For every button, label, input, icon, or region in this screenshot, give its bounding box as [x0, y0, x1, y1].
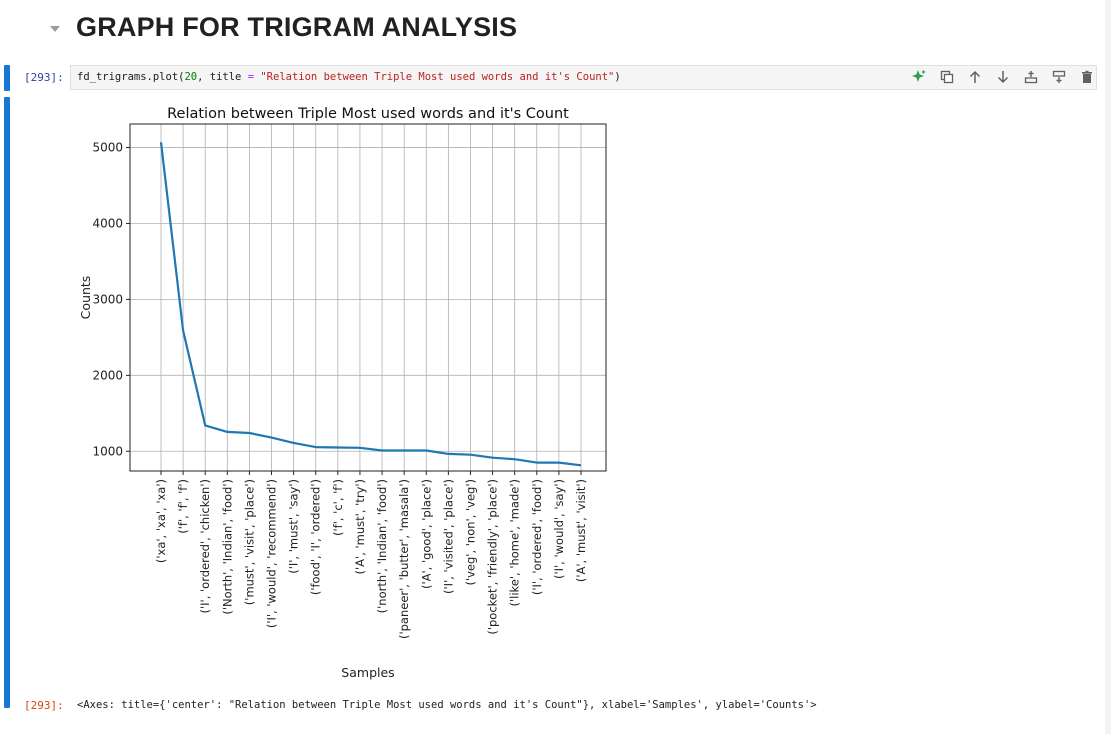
x-tick-label: ('veg', 'non', 'veg') [463, 479, 477, 586]
code-number: 20 [184, 71, 198, 83]
output-indicator[interactable] [4, 97, 10, 708]
code-editor[interactable]: fd_trigrams.plot(20, title = "Relation b… [70, 65, 1097, 90]
move-down-button[interactable] [989, 66, 1017, 88]
x-tick-label: ('I', 'must', 'say') [287, 479, 301, 574]
x-tick-label: ('I', 'would', 'recommend') [265, 479, 279, 628]
code-suffix: ) [614, 71, 621, 83]
x-tick-label: ('f', 'c', 'f') [331, 479, 345, 536]
collapse-caret-icon[interactable] [50, 26, 60, 32]
input-prompt: [293]: [24, 71, 64, 84]
scrollbar-track[interactable] [1105, 0, 1111, 734]
x-tick-label: ('I', 'ordered', 'food') [530, 479, 544, 595]
y-tick-label: 2000 [92, 368, 123, 382]
x-tick-label: ('like', 'home', 'made') [508, 479, 522, 607]
heading-row: GRAPH FOR TRIGRAM ANALYSIS [0, 0, 1104, 62]
y-axis-label: Counts [78, 276, 93, 320]
code-string: "Relation between Triple Most used words… [260, 71, 615, 83]
axes-frame [129, 123, 607, 472]
chart-title: Relation between Triple Most used words … [167, 106, 569, 122]
output-prompt: [293]: [24, 699, 64, 712]
insert-above-button[interactable] [1017, 66, 1045, 88]
code-line[interactable]: fd_trigrams.plot(20, title = "Relation b… [77, 71, 621, 83]
x-tick-label: ('north', 'Indian', 'food') [375, 479, 389, 613]
sparkle-icon [912, 69, 926, 82]
generate-button[interactable] [905, 66, 933, 88]
active-cell-indicator[interactable] [4, 65, 10, 91]
arrow-up-icon [969, 70, 981, 83]
code-operator: = [247, 71, 255, 83]
code-mid: , title [197, 71, 248, 83]
x-tick-label: ('I', 'would', 'say') [552, 479, 566, 579]
cell-toolbar [905, 66, 1101, 88]
x-tick-label: ('A', 'good', 'place') [419, 479, 433, 589]
x-axis-label: Samples [341, 665, 394, 680]
series-line [159, 142, 582, 467]
x-tick-label: ('must', 'visit', 'place') [242, 479, 256, 605]
x-tick-label: ('paneer', 'butter', 'masala') [397, 479, 411, 639]
code-prefix: fd_trigrams.plot( [77, 71, 185, 83]
insert-above-icon [1024, 71, 1038, 84]
x-tick-label: ('f', 'f', 'f') [176, 479, 190, 534]
arrow-down-icon [997, 71, 1009, 84]
line-chart: 1000 2000 3000 4000 5000 ('xa', 'xa', 'xa') ('… [78, 106, 607, 680]
x-tick-label: ('A', 'must', 'try') [353, 479, 367, 574]
x-tick-label: ('North', 'Indian', 'food') [220, 479, 234, 615]
x-tick-label: ('I', 'ordered', 'chicken') [198, 479, 212, 614]
delete-icon [1082, 70, 1092, 83]
y-tick-label: 1000 [92, 444, 123, 458]
move-up-button[interactable] [961, 66, 989, 88]
duplicate-icon [940, 70, 954, 84]
insert-below-icon [1052, 70, 1066, 83]
y-tick-label: 3000 [92, 292, 123, 306]
x-tick-label: ('A', 'must', 'visit') [574, 479, 588, 582]
duplicate-cell-button[interactable] [933, 66, 961, 88]
x-tick-label: ('pocket', 'friendly', 'place') [486, 479, 500, 635]
y-tick-label: 5000 [92, 141, 123, 155]
delete-cell-button[interactable] [1073, 66, 1101, 88]
x-tick-label: ('food', 'I', 'ordered') [309, 479, 323, 595]
y-tick-label: 4000 [92, 216, 123, 230]
output-text: <Axes: title={'center': "Relation betwee… [77, 699, 817, 711]
page-title: GRAPH FOR TRIGRAM ANALYSIS [76, 12, 518, 42]
x-tick-label: ('xa', 'xa', 'xa') [154, 479, 168, 563]
plot-output: 1000 2000 3000 4000 5000 ('xa', 'xa', 'xa') ('… [72, 98, 632, 688]
insert-below-button[interactable] [1045, 66, 1073, 88]
x-tick-label: ('I', 'visited', 'place') [441, 479, 455, 594]
